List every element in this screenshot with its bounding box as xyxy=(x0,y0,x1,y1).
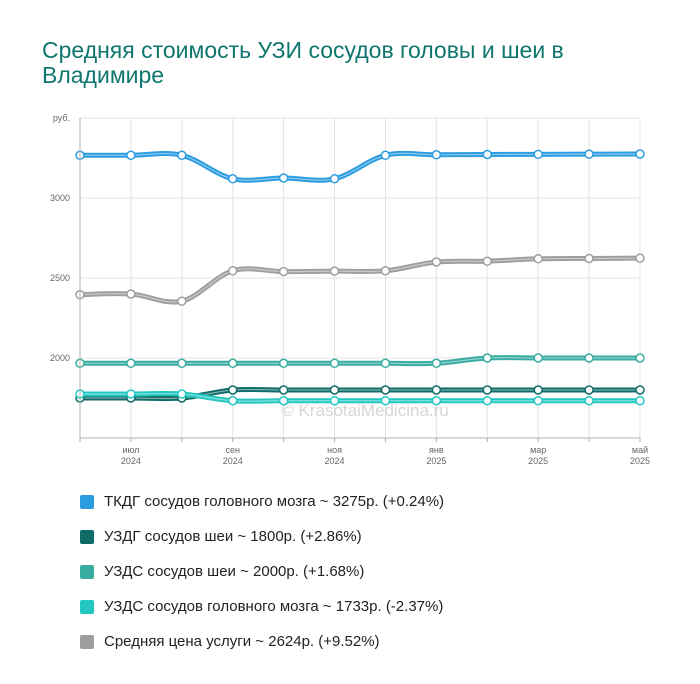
data-point xyxy=(380,385,391,395)
line-chart: © KrasotaiMedicina.ru 200025003000руб.ию… xyxy=(50,113,650,466)
series-group xyxy=(75,149,645,406)
legend-label: УЗДГ сосудов шеи ~ 1800р. (+2.86%) xyxy=(104,528,362,545)
data-point xyxy=(533,353,543,363)
y-tick-label: 3000 xyxy=(50,193,70,203)
x-tick-label: ноя xyxy=(327,445,342,455)
data-point xyxy=(431,395,442,406)
x-tick-label: мар xyxy=(530,445,546,455)
data-point xyxy=(177,296,187,306)
series-line xyxy=(75,149,645,184)
data-point xyxy=(278,395,289,406)
data-point xyxy=(227,385,238,395)
series-line xyxy=(75,253,645,306)
data-point xyxy=(126,150,136,161)
y-unit-label: руб. xyxy=(53,113,70,123)
x-tick-label: 2025 xyxy=(630,456,650,466)
series-highlight xyxy=(80,152,641,181)
data-point xyxy=(177,358,187,369)
data-point xyxy=(329,266,340,276)
data-point xyxy=(227,395,238,406)
data-point xyxy=(126,289,136,299)
data-point xyxy=(482,256,493,266)
watermark-text: © KrasotaiMedicina.ru xyxy=(281,401,449,420)
data-point xyxy=(635,385,645,395)
legend-swatch xyxy=(80,529,94,544)
x-tick-label: янв xyxy=(429,445,444,455)
data-point xyxy=(584,149,594,159)
legend-label: УЗДС сосудов шеи ~ 2000р. (+1.68%) xyxy=(104,563,365,580)
data-point xyxy=(380,266,391,276)
series-highlight xyxy=(79,257,641,303)
data-point xyxy=(635,395,645,406)
legend-swatch xyxy=(80,599,94,614)
data-point xyxy=(329,385,340,395)
data-point xyxy=(126,358,136,369)
data-point xyxy=(126,389,136,399)
data-point xyxy=(482,149,493,160)
legend-item[interactable]: УЗДС сосудов головного мозга ~ 1733р. (-… xyxy=(80,589,444,624)
x-tick-label: сен xyxy=(225,445,240,455)
series-path xyxy=(77,255,643,305)
axes: 200025003000руб.июл2024сен2024ноя2024янв… xyxy=(50,113,650,466)
y-tick-label: 2000 xyxy=(50,353,70,363)
data-point xyxy=(380,150,391,161)
data-point xyxy=(329,395,340,406)
legend-swatch xyxy=(80,634,94,649)
data-point xyxy=(584,395,594,406)
data-point xyxy=(431,150,442,160)
legend-item[interactable]: ТКДГ сосудов головного мозга ~ 3275р. (+… xyxy=(80,484,444,519)
data-point xyxy=(278,173,289,183)
data-point xyxy=(635,353,645,363)
series-line xyxy=(75,389,645,406)
grid xyxy=(79,117,641,438)
data-point xyxy=(584,353,594,363)
x-tick-label: 2024 xyxy=(121,456,141,466)
data-point xyxy=(533,254,543,264)
data-point xyxy=(329,358,340,369)
data-point xyxy=(533,149,543,160)
series-line xyxy=(75,353,645,369)
x-tick-label: июл xyxy=(122,445,139,455)
legend-item[interactable]: УЗДС сосудов шеи ~ 2000р. (+1.68%) xyxy=(80,554,444,589)
data-point xyxy=(227,174,238,184)
y-tick-label: 2500 xyxy=(50,273,70,283)
data-point xyxy=(278,358,289,369)
data-point xyxy=(635,253,645,263)
series-highlight xyxy=(80,357,640,365)
data-point xyxy=(278,385,289,395)
data-point xyxy=(380,395,391,406)
data-point xyxy=(584,385,594,395)
x-tick-label: 2024 xyxy=(325,456,345,466)
data-point xyxy=(482,353,493,363)
data-point xyxy=(431,257,442,267)
legend-label: ТКДГ сосудов головного мозга ~ 3275р. (+… xyxy=(104,493,445,510)
legend-label: УЗДС сосудов головного мозга ~ 1733р. (-… xyxy=(104,598,444,615)
data-point xyxy=(482,385,493,395)
data-point xyxy=(533,395,543,406)
data-point xyxy=(584,253,594,264)
data-point xyxy=(635,149,645,159)
data-point xyxy=(329,174,340,184)
data-point xyxy=(380,358,391,369)
x-tick-label: 2025 xyxy=(528,456,548,466)
x-tick-label: 2025 xyxy=(426,456,446,466)
data-point xyxy=(177,150,187,161)
chart-title: Средняя стоимость УЗИ сосудов головы и ш… xyxy=(42,37,564,88)
data-point xyxy=(482,395,493,406)
data-point xyxy=(177,389,187,399)
legend-swatch xyxy=(80,564,94,579)
legend: ТКДГ сосудов головного мозга ~ 3275р. (+… xyxy=(80,484,444,659)
legend-item[interactable]: УЗДГ сосудов шеи ~ 1800р. (+2.86%) xyxy=(80,519,444,554)
data-point xyxy=(431,358,442,369)
data-point xyxy=(227,266,238,276)
data-point xyxy=(227,358,238,369)
x-tick-label: 2024 xyxy=(223,456,243,466)
legend-label: Средняя цена услуги ~ 2624р. (+9.52%) xyxy=(104,633,380,650)
data-point xyxy=(533,385,543,395)
legend-item[interactable]: Средняя цена услуги ~ 2624р. (+9.52%) xyxy=(80,624,444,659)
x-tick-label: май xyxy=(632,445,648,455)
data-point xyxy=(278,266,289,277)
data-point xyxy=(431,385,442,395)
legend-swatch xyxy=(80,494,94,509)
